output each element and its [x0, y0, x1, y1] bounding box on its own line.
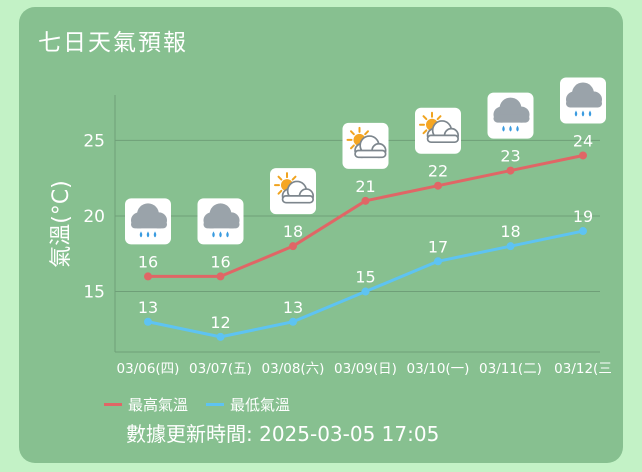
raindrop-icon	[581, 110, 585, 117]
data-point-high	[216, 272, 225, 281]
rain-cloud-icon	[197, 198, 244, 245]
y-tick-label: 20	[83, 207, 105, 227]
partly-cloudy-icon	[342, 122, 389, 169]
raindrop-icon	[588, 110, 592, 117]
data-label-high: 24	[573, 131, 593, 150]
widget-title: 七日天氣預報	[38, 30, 188, 56]
update-timestamp: 數據更新時間: 2025-03-05 17:05	[126, 422, 440, 446]
sun-ray-icon	[364, 130, 369, 136]
data-point-high	[289, 242, 297, 251]
data-label-high: 23	[500, 147, 520, 166]
sun-ray-icon	[422, 115, 428, 121]
data-point-low	[579, 227, 587, 236]
sun-ray-icon	[291, 175, 297, 181]
data-label-low: 13	[138, 298, 158, 317]
raindrop-icon	[139, 231, 143, 238]
data-point-high	[506, 166, 515, 175]
data-label-low: 12	[210, 313, 230, 332]
data-point-high	[434, 181, 442, 190]
raindrop-icon	[226, 231, 229, 238]
y-tick-label: 25	[83, 131, 105, 151]
x-tick-label: 03/09(日)	[334, 361, 397, 377]
data-point-low	[361, 287, 370, 296]
raindrop-icon	[574, 110, 578, 117]
sun-ray-icon	[436, 115, 442, 121]
y-axis-title: 氣溫(°C)	[49, 180, 74, 268]
data-point-low	[289, 317, 297, 326]
data-label-low: 18	[500, 222, 520, 241]
data-label-low: 15	[355, 268, 375, 287]
legend: 最高氣溫 最低氣溫	[104, 394, 290, 415]
raindrop-icon	[153, 231, 157, 238]
y-tick-label: 15	[83, 283, 105, 303]
data-point-low	[144, 317, 152, 326]
rain-cloud-icon	[487, 92, 534, 139]
legend-label-high: 最高氣溫	[128, 396, 189, 414]
data-label-high: 16	[138, 252, 158, 271]
data-point-low	[434, 257, 442, 266]
data-label-low: 19	[573, 207, 593, 226]
legend-label-low: 最低氣溫	[230, 396, 291, 414]
legend-swatch-high	[104, 403, 122, 406]
x-tick-label: 03/12(三	[554, 361, 612, 377]
data-point-low	[216, 332, 225, 341]
x-tick-label: 03/10(一)	[407, 361, 470, 377]
sun-ray-icon	[422, 129, 428, 135]
x-tick-label: 03/11(二)	[479, 361, 542, 377]
data-point-high	[579, 151, 587, 160]
raindrop-icon	[509, 125, 512, 132]
partly-cloudy-icon	[270, 168, 316, 215]
data-point-high	[144, 272, 152, 281]
data-label-low: 13	[283, 298, 303, 317]
sun-ray-icon	[277, 189, 283, 195]
partly-cloudy-icon	[415, 107, 461, 154]
x-tick-label: 03/08(六)	[262, 361, 325, 377]
sun-ray-icon	[350, 144, 355, 150]
legend-item-low: 最低氣溫	[206, 394, 290, 415]
forecast-card: 七日天氣預報	[19, 7, 623, 463]
data-label-high: 18	[283, 222, 303, 241]
data-label-high: 22	[428, 162, 448, 181]
x-tick-label: 03/06(四)	[117, 361, 180, 377]
raindrop-icon	[212, 231, 215, 238]
x-tick-label: 03/07(五)	[189, 361, 252, 377]
sun-ray-icon	[277, 175, 283, 181]
legend-item-high: 最高氣溫	[104, 394, 188, 415]
data-point-low	[506, 242, 515, 251]
raindrop-icon	[219, 231, 222, 238]
rain-cloud-icon	[125, 198, 171, 245]
raindrop-icon	[516, 125, 519, 132]
rain-cloud-icon	[560, 77, 606, 124]
legend-swatch-low	[206, 403, 225, 406]
raindrop-icon	[146, 231, 150, 238]
data-label-high: 21	[355, 177, 375, 196]
data-label-high: 16	[210, 252, 230, 271]
sun-ray-icon	[350, 130, 355, 136]
raindrop-icon	[502, 125, 505, 132]
data-label-low: 17	[428, 237, 448, 256]
data-point-high	[361, 196, 370, 205]
